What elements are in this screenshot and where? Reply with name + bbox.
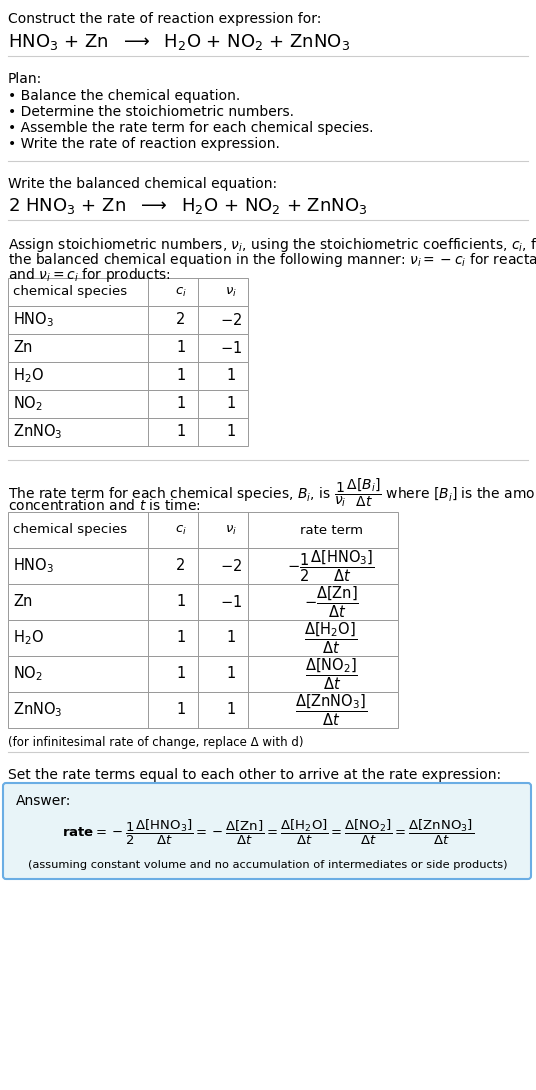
Bar [8,692,398,728]
Text: • Write the rate of reaction expression.: • Write the rate of reaction expression. [8,137,280,152]
Text: Zn: Zn [13,594,32,609]
Text: $\nu_i$: $\nu_i$ [225,523,237,536]
Text: 1: 1 [176,397,185,412]
Text: $-1$: $-1$ [220,594,242,610]
Text: 1: 1 [226,666,236,681]
Text: $\mathrm{H_2O}$: $\mathrm{H_2O}$ [13,366,44,386]
Text: $\mathrm{NO_2}$: $\mathrm{NO_2}$ [13,395,43,413]
Text: Write the balanced chemical equation:: Write the balanced chemical equation: [8,177,277,191]
Bar [8,390,248,417]
Bar [8,306,248,334]
Text: Plan:: Plan: [8,72,42,86]
Text: 1: 1 [226,424,236,439]
Text: Set the rate terms equal to each other to arrive at the rate expression:: Set the rate terms equal to each other t… [8,768,501,782]
Text: 2: 2 [176,558,185,573]
Text: $\dfrac{\Delta[\mathrm{ZnNO_3}]}{\Delta t}$: $\dfrac{\Delta[\mathrm{ZnNO_3}]}{\Delta … [295,692,367,728]
Text: $\nu_i$: $\nu_i$ [225,286,237,299]
Text: and $\nu_i = c_i$ for products:: and $\nu_i = c_i$ for products: [8,266,171,284]
Text: • Balance the chemical equation.: • Balance the chemical equation. [8,89,240,102]
Text: $-\dfrac{1}{2}\dfrac{\Delta[\mathrm{HNO_3}]}{\Delta t}$: $-\dfrac{1}{2}\dfrac{\Delta[\mathrm{HNO_… [287,548,375,584]
Text: $\dfrac{\Delta[\mathrm{NO_2}]}{\Delta t}$: $\dfrac{\Delta[\mathrm{NO_2}]}{\Delta t}… [304,656,358,692]
Text: • Determine the stoichiometric numbers.: • Determine the stoichiometric numbers. [8,105,294,119]
Bar [8,512,398,548]
Text: $2\ \mathrm{HNO_3}$ + Zn  $\longrightarrow$  $\mathrm{H_2O}$ + $\mathrm{NO_2}$ +: $2\ \mathrm{HNO_3}$ + Zn $\longrightarro… [8,196,367,216]
Text: chemical species: chemical species [13,286,127,299]
Text: $\mathrm{HNO_3}$: $\mathrm{HNO_3}$ [13,557,54,576]
Text: 1: 1 [176,368,185,384]
Text: concentration and $t$ is time:: concentration and $t$ is time: [8,498,200,513]
Text: $c_i$: $c_i$ [175,523,187,536]
FancyBboxPatch shape [3,783,531,879]
Text: The rate term for each chemical species, $B_i$, is $\dfrac{1}{\nu_i}\dfrac{\Delt: The rate term for each chemical species,… [8,476,536,509]
Text: $\mathbf{rate} = -\dfrac{1}{2}\dfrac{\Delta[\mathrm{HNO_3}]}{\Delta t} = -\dfrac: $\mathbf{rate} = -\dfrac{1}{2}\dfrac{\De… [62,818,474,847]
Text: $\dfrac{\Delta[\mathrm{H_2O}]}{\Delta t}$: $\dfrac{\Delta[\mathrm{H_2O}]}{\Delta t}… [304,620,358,656]
Text: $-2$: $-2$ [220,312,242,328]
Text: $\mathrm{ZnNO_3}$: $\mathrm{ZnNO_3}$ [13,701,63,719]
Text: Construct the rate of reaction expression for:: Construct the rate of reaction expressio… [8,12,322,26]
Text: (for infinitesimal rate of change, replace Δ with d): (for infinitesimal rate of change, repla… [8,736,303,749]
Text: $-1$: $-1$ [220,340,242,356]
Text: $\mathrm{ZnNO_3}$: $\mathrm{ZnNO_3}$ [13,423,63,441]
Text: 1: 1 [176,630,185,645]
Text: $\mathrm{NO_2}$: $\mathrm{NO_2}$ [13,665,43,683]
Text: $-2$: $-2$ [220,558,242,574]
Text: $\mathrm{H_2O}$: $\mathrm{H_2O}$ [13,629,44,647]
Text: Zn: Zn [13,340,32,355]
Text: 1: 1 [176,424,185,439]
Bar [8,584,398,620]
Text: 1: 1 [176,340,185,355]
Text: rate term: rate term [300,523,362,536]
Text: $-\dfrac{\Delta[\mathrm{Zn}]}{\Delta t}$: $-\dfrac{\Delta[\mathrm{Zn}]}{\Delta t}$ [303,584,359,620]
Text: 1: 1 [226,630,236,645]
Bar [8,620,398,656]
Bar [8,417,248,446]
Text: 1: 1 [176,702,185,717]
Bar [8,548,398,584]
Text: 1: 1 [226,702,236,717]
Text: $\mathrm{HNO_3}$: $\mathrm{HNO_3}$ [13,311,54,329]
Bar [8,362,248,390]
Text: 1: 1 [176,666,185,681]
Text: chemical species: chemical species [13,523,127,536]
Text: the balanced chemical equation in the following manner: $\nu_i = -c_i$ for react: the balanced chemical equation in the fo… [8,251,536,269]
Bar [8,334,248,362]
Text: (assuming constant volume and no accumulation of intermediates or side products): (assuming constant volume and no accumul… [28,860,508,870]
Text: 1: 1 [226,397,236,412]
Text: $c_i$: $c_i$ [175,286,187,299]
Text: $\mathrm{HNO_3}$ + Zn  $\longrightarrow$  $\mathrm{H_2O}$ + $\mathrm{NO_2}$ + $\: $\mathrm{HNO_3}$ + Zn $\longrightarrow$ … [8,32,350,52]
Text: 2: 2 [176,313,185,327]
Bar [8,656,398,692]
Bar [8,278,248,306]
Text: 1: 1 [176,594,185,609]
Text: Answer:: Answer: [16,794,71,808]
Text: • Assemble the rate term for each chemical species.: • Assemble the rate term for each chemic… [8,121,374,135]
Text: 1: 1 [226,368,236,384]
Text: Assign stoichiometric numbers, $\nu_i$, using the stoichiometric coefficients, $: Assign stoichiometric numbers, $\nu_i$, … [8,237,536,254]
